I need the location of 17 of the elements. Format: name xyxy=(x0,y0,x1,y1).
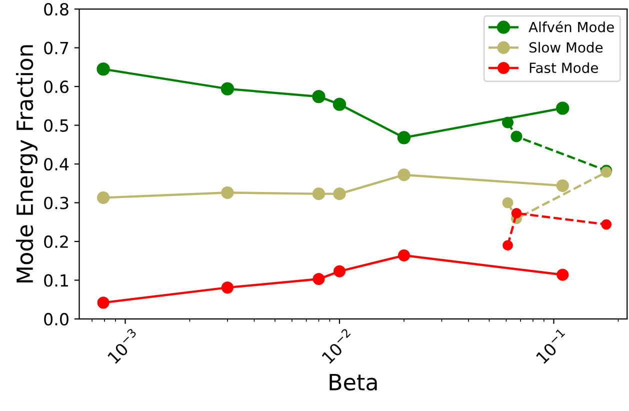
y-axis-title: Mode Energy Fraction xyxy=(16,45,38,282)
x-tick-label: 10$^{−1}$ xyxy=(534,328,570,364)
legend-label: Fast Mode xyxy=(530,62,598,74)
x-axis-title: Beta xyxy=(330,374,377,391)
x-tick-label: 10$^{−3}$ xyxy=(105,328,142,364)
y-tick-label: 0.4 xyxy=(44,158,69,171)
x-tick-label: 10$^{−2}$ xyxy=(319,328,356,364)
legend-label: Alfvén Mode xyxy=(528,20,614,32)
y-tick-label: 0.3 xyxy=(44,196,68,210)
y-tick-label: 0.8 xyxy=(44,3,68,16)
y-tick-label: 0.7 xyxy=(44,42,68,54)
y-tick-label: 0.5 xyxy=(44,119,68,132)
y-tick-label: 0.0 xyxy=(44,312,68,326)
y-tick-label: 0.1 xyxy=(44,274,68,287)
y-tick-label: 0.6 xyxy=(44,80,68,94)
legend-label: Slow Mode xyxy=(529,42,603,53)
y-tick-label: 0.2 xyxy=(44,235,68,248)
